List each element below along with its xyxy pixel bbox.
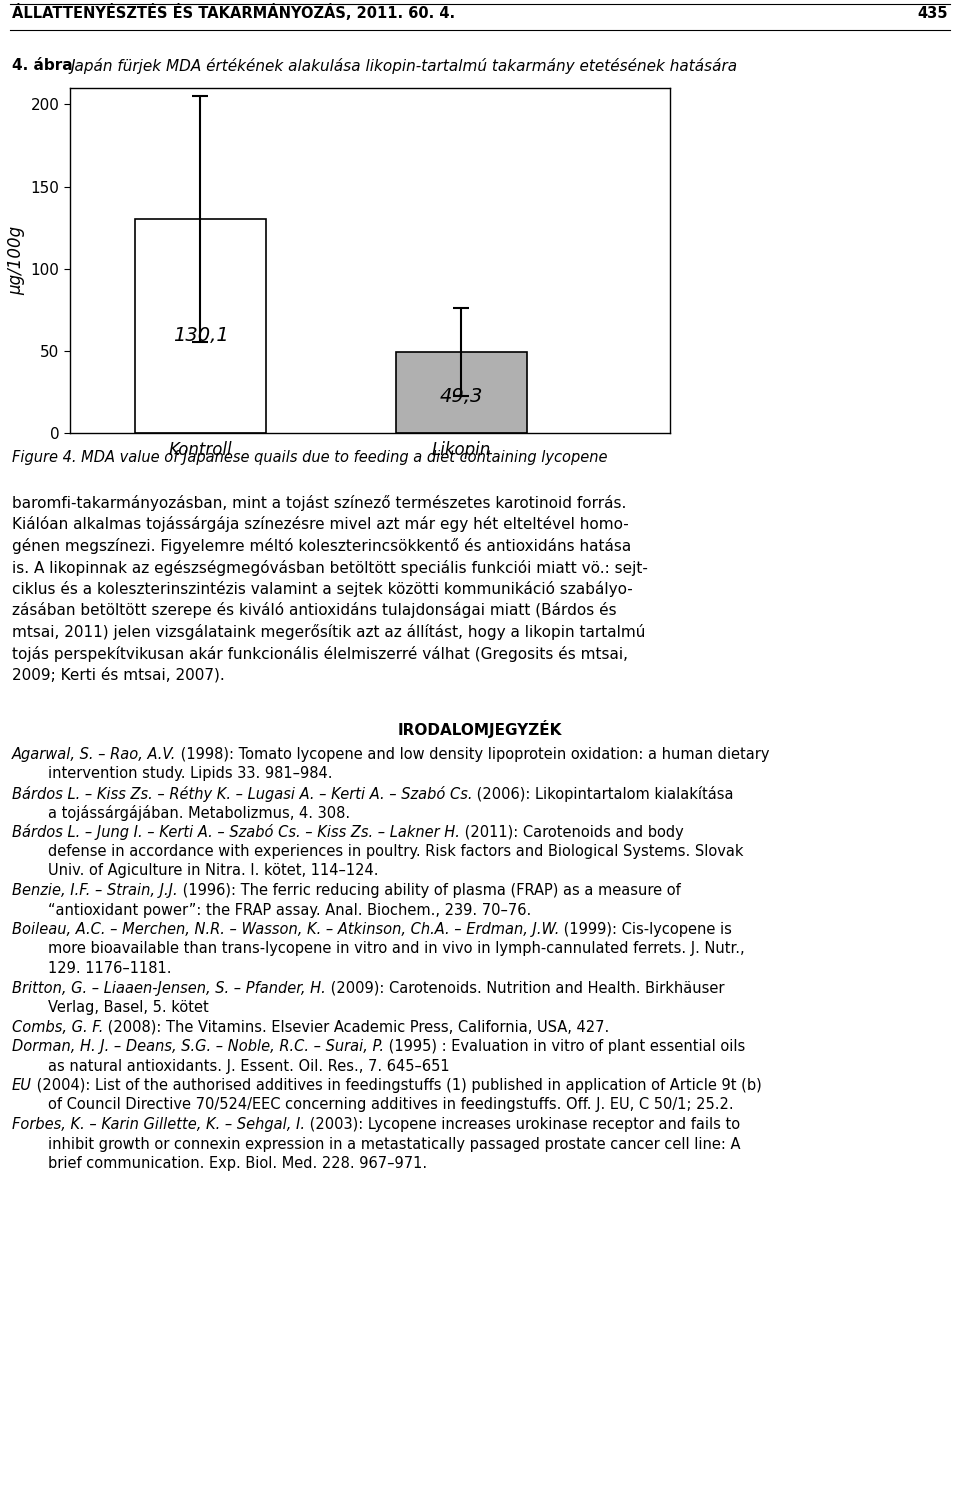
Bar xyxy=(396,352,526,433)
Text: Kiálóan alkalmas tojássárgája színezésre mivel azt már egy hét elteltével homo-: Kiálóan alkalmas tojássárgája színezésre… xyxy=(12,516,629,532)
Text: inhibit growth or connexin expression in a metastatically passaged prostate canc: inhibit growth or connexin expression in… xyxy=(48,1137,740,1152)
Text: (1998): Tomato lycopene and low density lipoprotein oxidation: a human dietary: (1998): Tomato lycopene and low density … xyxy=(177,746,770,761)
Text: (2009): Carotenoids. Nutrition and Health. Birkhäuser: (2009): Carotenoids. Nutrition and Healt… xyxy=(325,981,724,996)
Text: (1999): Cis-lycopene is: (1999): Cis-lycopene is xyxy=(560,922,732,937)
Text: tojás perspekítvikusan akár funkcionális élelmiszerré válhat (Gregosits és mtsai: tojás perspekítvikusan akár funkcionális… xyxy=(12,645,628,662)
Text: as natural antioxidants. J. Essent. Oil. Res., 7. 645–651: as natural antioxidants. J. Essent. Oil.… xyxy=(48,1059,449,1074)
Text: (1995) : Evaluation in vitro of plant essential oils: (1995) : Evaluation in vitro of plant es… xyxy=(384,1039,745,1054)
Text: Verlag, Basel, 5. kötet: Verlag, Basel, 5. kötet xyxy=(48,1000,208,1015)
Text: Dorman, H. J. – Deans, S.G. – Noble, R.C. – Surai, P.: Dorman, H. J. – Deans, S.G. – Noble, R.C… xyxy=(12,1039,384,1054)
Text: Univ. of Agiculture in Nitra. I. kötet, 114–124.: Univ. of Agiculture in Nitra. I. kötet, … xyxy=(48,863,378,878)
Text: (1996): The ferric reducing ability of plasma (FRAP) as a measure of: (1996): The ferric reducing ability of p… xyxy=(178,883,681,898)
Text: ciklus és a koleszterinszintézis valamint a sejtek közötti kommunikáció szabályo: ciklus és a koleszterinszintézis valamin… xyxy=(12,581,633,597)
Text: mtsai, 2011) jelen vizsgálataink megerősítik azt az állítást, hogy a likopin tar: mtsai, 2011) jelen vizsgálataink megerős… xyxy=(12,624,645,641)
Text: a tojássárgájában. Metabolizmus, 4. 308.: a tojássárgájában. Metabolizmus, 4. 308. xyxy=(48,805,350,821)
Text: 2009; Kerti és mtsai, 2007).: 2009; Kerti és mtsai, 2007). xyxy=(12,666,225,683)
Text: more bioavailable than trans-lycopene in vitro and in vivo in lymph-cannulated f: more bioavailable than trans-lycopene in… xyxy=(48,942,745,957)
Text: 129. 1176–1181.: 129. 1176–1181. xyxy=(48,961,172,976)
Text: Forbes, K. – Karin Gillette, K. – Sehgal, I.: Forbes, K. – Karin Gillette, K. – Sehgal… xyxy=(12,1117,305,1133)
Text: Bárdos L. – Jung I. – Kerti A. – Szabó Cs. – Kiss Zs. – Lakner H.: Bárdos L. – Jung I. – Kerti A. – Szabó C… xyxy=(12,824,460,841)
Text: “antioxidant power”: the FRAP assay. Anal. Biochem., 239. 70–76.: “antioxidant power”: the FRAP assay. Ana… xyxy=(48,902,531,917)
Text: IRODALOMJEGYZÉK: IRODALOMJEGYZÉK xyxy=(397,720,563,738)
Text: zásában betöltött szerepe és kiváló antioxidáns tulajdonságai miatt (Bárdos és: zásában betöltött szerepe és kiváló anti… xyxy=(12,603,616,618)
Text: is. A likopinnak az egészségmegóvásban betöltött speciális funkciói miatt vö.: s: is. A likopinnak az egészségmegóvásban b… xyxy=(12,559,648,576)
Text: Japán fürjek MDA értékének alakulása likopin-tartalmú takarmány etetésének hatás: Japán fürjek MDA értékének alakulása lik… xyxy=(70,59,737,74)
Text: brief communication. Exp. Biol. Med. 228. 967–971.: brief communication. Exp. Biol. Med. 228… xyxy=(48,1157,427,1172)
Text: (2011): Carotenoids and body: (2011): Carotenoids and body xyxy=(460,824,684,839)
Text: Benzie, I.F. – Strain, J.J.: Benzie, I.F. – Strain, J.J. xyxy=(12,883,178,898)
Text: Britton, G. – Liaaen-Jensen, S. – Pfander, H.: Britton, G. – Liaaen-Jensen, S. – Pfande… xyxy=(12,981,325,996)
Text: (2006): Likopintartalom kialakítása: (2006): Likopintartalom kialakítása xyxy=(472,785,734,802)
Text: (2008): The Vitamins. Elsevier Academic Press, California, USA, 427.: (2008): The Vitamins. Elsevier Academic … xyxy=(104,1020,610,1035)
Bar xyxy=(135,220,266,433)
Text: intervention study. Lipids 33. 981–984.: intervention study. Lipids 33. 981–984. xyxy=(48,766,332,781)
Text: of Council Directive 70/524/EEC concerning additives in feedingstuffs. Off. J. E: of Council Directive 70/524/EEC concerni… xyxy=(48,1098,733,1113)
Text: Agarwal, S. – Rao, A.V.: Agarwal, S. – Rao, A.V. xyxy=(12,746,177,761)
Text: Combs, G. F.: Combs, G. F. xyxy=(12,1020,104,1035)
Text: ÁLLATTENYÉSZTÉS ÉS TAKARMÁNYOZÁS, 2011. 60. 4.: ÁLLATTENYÉSZTÉS ÉS TAKARMÁNYOZÁS, 2011. … xyxy=(12,5,455,21)
Text: (2004): List of the authorised additives in feedingstuffs (1) published in appli: (2004): List of the authorised additives… xyxy=(32,1078,761,1093)
Text: Boileau, A.C. – Merchen, N.R. – Wasson, K. – Atkinson, Ch.A. – Erdman, J.W.: Boileau, A.C. – Merchen, N.R. – Wasson, … xyxy=(12,922,560,937)
Text: 435: 435 xyxy=(918,6,948,21)
Text: Bárdos L. – Kiss Zs. – Réthy K. – Lugasi A. – Kerti A. – Szabó Cs.: Bárdos L. – Kiss Zs. – Réthy K. – Lugasi… xyxy=(12,785,472,802)
Text: 130,1: 130,1 xyxy=(173,326,228,346)
Text: EU: EU xyxy=(12,1078,32,1093)
Text: Figure 4. MDA value of Japanese quails due to feeding a diet containing lycopene: Figure 4. MDA value of Japanese quails d… xyxy=(12,450,608,465)
Text: 49,3: 49,3 xyxy=(440,387,483,406)
Text: baromfi-takarmányozásban, mint a tojást színező természetes karotinoid forrás.: baromfi-takarmányozásban, mint a tojást … xyxy=(12,495,626,511)
Text: (2003): Lycopene increases urokinase receptor and fails to: (2003): Lycopene increases urokinase rec… xyxy=(305,1117,740,1133)
Text: génen megszínezi. Figyelemre méltó koleszterincsökkentő és antioxidáns hatása: génen megszínezi. Figyelemre méltó koles… xyxy=(12,538,632,553)
Text: defense in accordance with experiences in poultry. Risk factors and Biological S: defense in accordance with experiences i… xyxy=(48,844,743,859)
Text: 4. ábra: 4. ábra xyxy=(12,59,73,74)
Y-axis label: µg/100g: µg/100g xyxy=(7,226,25,295)
